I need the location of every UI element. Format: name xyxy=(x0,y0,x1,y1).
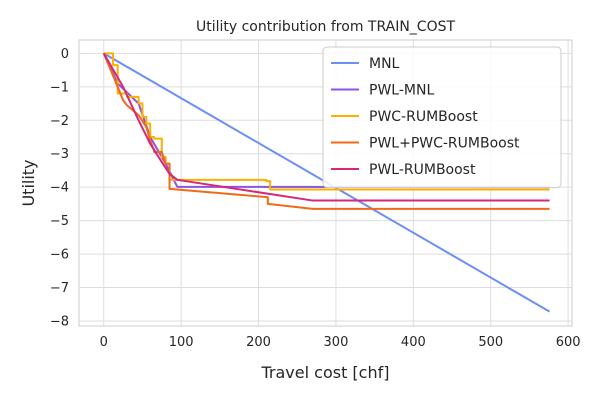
legend: MNL PWL-MNL PWC-RUMBoost PWL+PWC-RUMBoost PW… xyxy=(322,46,562,188)
legend-label: MNL xyxy=(369,56,400,72)
legend-label: PWL+PWC-RUMBoost xyxy=(369,136,520,152)
series-group xyxy=(102,52,551,313)
y-tick-label: −2 xyxy=(50,114,69,129)
legend-label: PWL-RUMBoost xyxy=(369,162,476,178)
series-line-pwc-rumboost xyxy=(103,52,550,191)
y-tick-label: −3 xyxy=(50,147,69,162)
y-tick-label: −6 xyxy=(50,248,69,263)
series-line-pwl-rumboost xyxy=(102,52,550,202)
y-tick-label: −1 xyxy=(50,80,69,95)
x-tick-label: 300 xyxy=(324,335,349,350)
y-axis-label: Utility xyxy=(19,159,38,206)
x-tick-label: 500 xyxy=(478,335,503,350)
x-tick-label: 200 xyxy=(246,335,271,350)
legend-label: PWC-RUMBoost xyxy=(369,109,478,125)
chart-title: Utility contribution from TRAIN_COST xyxy=(196,19,456,35)
y-tick-label: −4 xyxy=(50,181,69,196)
x-axis-label: Travel cost [chf] xyxy=(261,363,390,382)
x-tick-label: 0 xyxy=(100,335,108,350)
legend-label: PWL-MNL xyxy=(369,83,434,99)
x-tick-label: 600 xyxy=(556,335,581,350)
x-tick-label: 400 xyxy=(401,335,426,350)
legend-box xyxy=(322,46,562,188)
y-tick-label: 0 xyxy=(61,47,69,62)
y-tick-label: −8 xyxy=(50,314,69,329)
series-line-pwl-pwc-rumboost xyxy=(102,52,550,210)
ticks: 0 100 200 300 400 500 600 0 −1 −2 −3 −4 −5 −6 −7 −8 xyxy=(50,47,581,350)
y-tick-label: −5 xyxy=(50,214,69,229)
y-tick-label: −7 xyxy=(50,281,69,296)
x-tick-label: 100 xyxy=(169,335,194,350)
